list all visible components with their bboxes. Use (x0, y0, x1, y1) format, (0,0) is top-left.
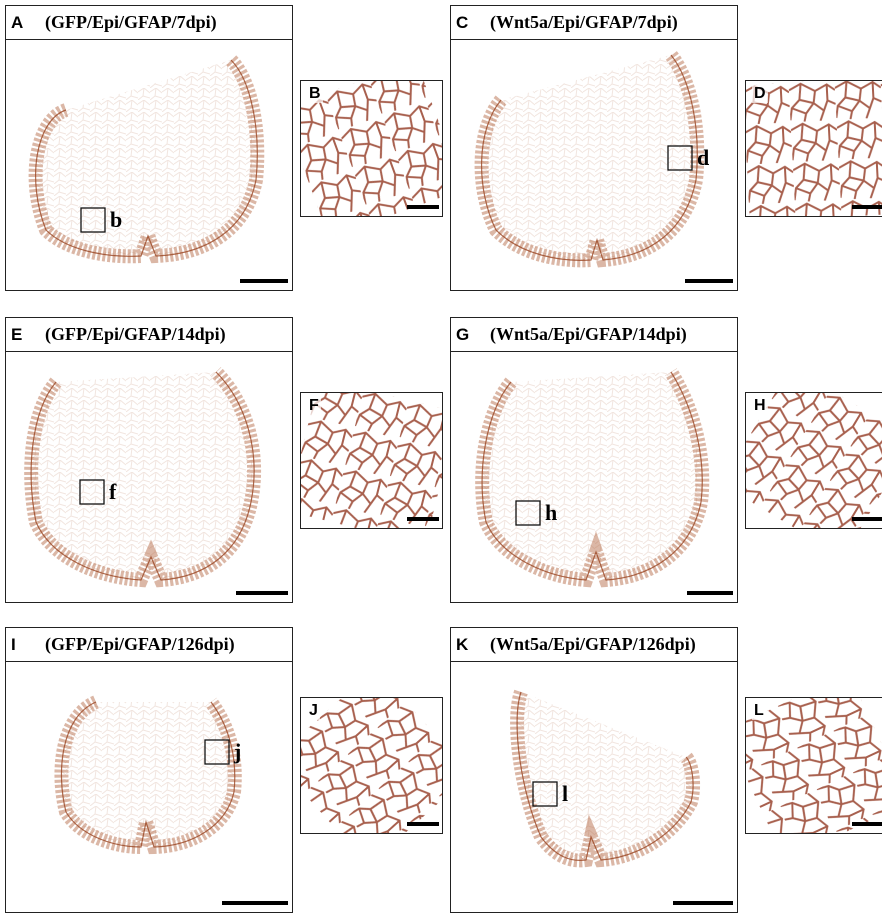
zoom-panel: D (745, 80, 882, 217)
zoom-panel: L (745, 697, 882, 834)
zoom-panel: H (745, 392, 882, 529)
panel-letter: I (11, 635, 45, 655)
image-panel: K(Wnt5a/Epi/GFAP/126dpi) l (450, 627, 738, 913)
tissue-section (482, 372, 702, 580)
zoom-letter: H (752, 397, 768, 415)
panel-title: (Wnt5a/Epi/GFAP/7dpi) (490, 12, 678, 33)
micrograph: d (451, 40, 738, 291)
panel-header: A(GFP/Epi/GFAP/7dpi) (6, 6, 292, 40)
panel-header: G(Wnt5a/Epi/GFAP/14dpi) (451, 318, 737, 352)
micrograph: j (6, 662, 293, 913)
inset-label: d (697, 145, 709, 170)
inset-label: l (562, 781, 568, 806)
inset-label: b (110, 207, 122, 232)
zoom-letter: L (752, 702, 766, 720)
cell-network (301, 393, 443, 529)
panel-letter: K (456, 635, 490, 655)
zoom-letter: B (307, 85, 323, 103)
tissue-section (482, 55, 698, 260)
inset-label: j (233, 739, 241, 764)
tissue-section (31, 372, 254, 580)
inset-label: f (109, 479, 117, 504)
panel-letter: E (11, 325, 45, 345)
panel-header: I(GFP/Epi/GFAP/126dpi) (6, 628, 292, 662)
zoom-panel: F (300, 392, 443, 529)
cell-network (746, 698, 882, 834)
tissue-section (36, 60, 258, 256)
cell-network (301, 698, 443, 834)
zoom-letter: F (307, 397, 321, 415)
figure: (() => { const data = JSON.parse(documen… (0, 0, 882, 909)
zoom-micrograph (301, 393, 443, 529)
panel-title: (Wnt5a/Epi/GFAP/14dpi) (490, 324, 687, 345)
inset-label: h (545, 500, 557, 525)
image-panel: I(GFP/Epi/GFAP/126dpi) j (5, 627, 293, 913)
micrograph: h (451, 352, 738, 603)
panel-title: (GFP/Epi/GFAP/14dpi) (45, 324, 226, 345)
zoom-letter: J (307, 702, 320, 720)
panel-header: E(GFP/Epi/GFAP/14dpi) (6, 318, 292, 352)
panel-title: (GFP/Epi/GFAP/7dpi) (45, 12, 217, 33)
image-panel: E(GFP/Epi/GFAP/14dpi) f (5, 317, 293, 603)
zoom-letter: D (752, 85, 768, 103)
panel-title: (Wnt5a/Epi/GFAP/126dpi) (490, 634, 696, 655)
panel-header: C(Wnt5a/Epi/GFAP/7dpi) (451, 6, 737, 40)
tissue-section (61, 702, 234, 847)
panel-letter: C (456, 13, 490, 33)
micrograph: f (6, 352, 293, 603)
panel-letter: G (456, 325, 490, 345)
panel-title: (GFP/Epi/GFAP/126dpi) (45, 634, 235, 655)
image-panel: A(GFP/Epi/GFAP/7dpi) b (5, 5, 293, 291)
micrograph: b (6, 40, 293, 291)
zoom-panel: J (300, 697, 443, 834)
zoom-micrograph (746, 698, 882, 834)
zoom-panel: B (300, 80, 443, 217)
panel-letter: A (11, 13, 45, 33)
image-panel: G(Wnt5a/Epi/GFAP/14dpi) h (450, 317, 738, 603)
panel-header: K(Wnt5a/Epi/GFAP/126dpi) (451, 628, 737, 662)
zoom-micrograph (301, 698, 443, 834)
image-panel: C(Wnt5a/Epi/GFAP/7dpi) d (450, 5, 738, 291)
tissue-section (517, 692, 693, 860)
micrograph: l (451, 662, 738, 913)
